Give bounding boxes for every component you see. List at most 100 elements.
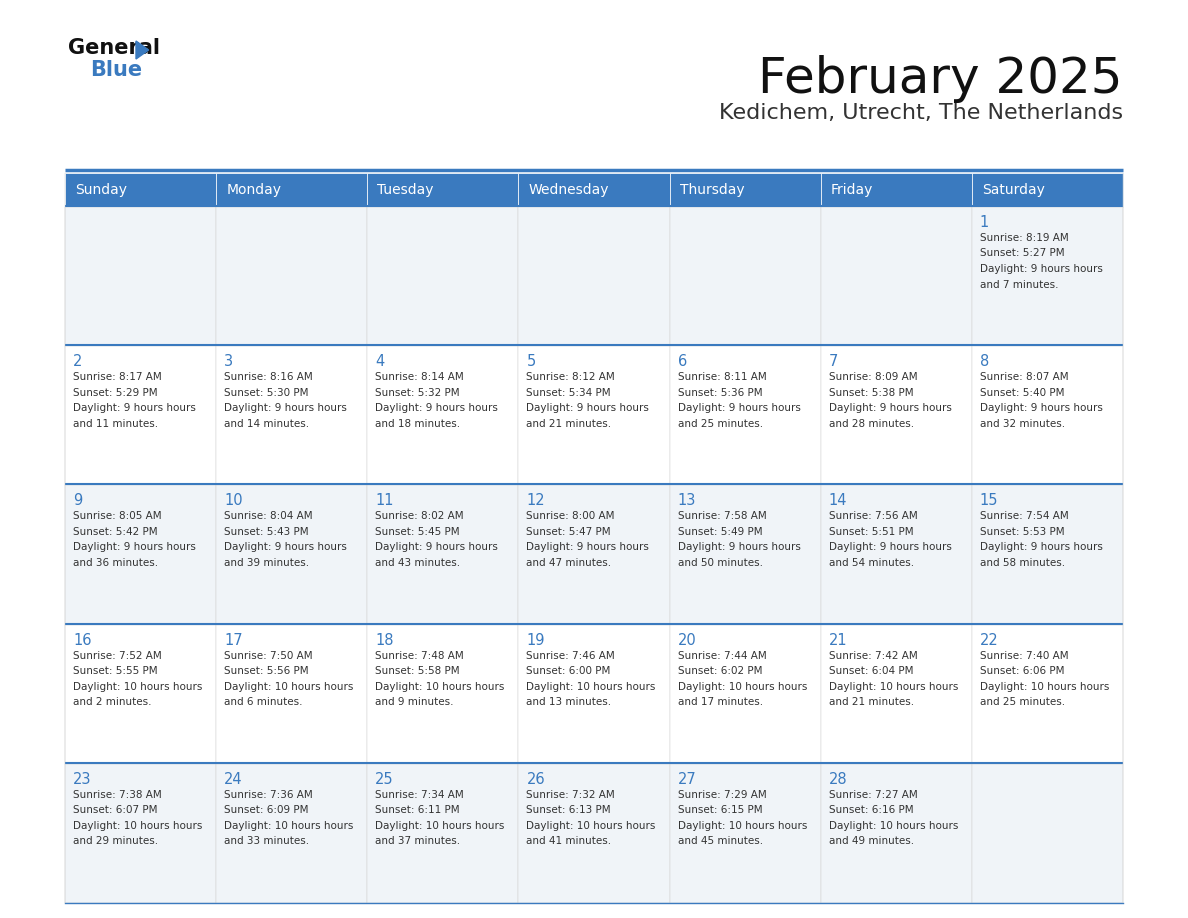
Text: Daylight: 10 hours hours: Daylight: 10 hours hours <box>225 681 354 691</box>
Text: Daylight: 10 hours hours: Daylight: 10 hours hours <box>526 681 656 691</box>
Text: and 29 minutes.: and 29 minutes. <box>72 836 158 846</box>
Bar <box>972 346 1123 486</box>
Text: Sunrise: 7:40 AM: Sunrise: 7:40 AM <box>980 651 1068 661</box>
Text: Sunrise: 8:12 AM: Sunrise: 8:12 AM <box>526 372 615 382</box>
Text: Sunset: 6:07 PM: Sunset: 6:07 PM <box>72 805 158 815</box>
Text: Daylight: 9 hours hours: Daylight: 9 hours hours <box>829 543 952 553</box>
Text: Sunrise: 8:07 AM: Sunrise: 8:07 AM <box>980 372 1068 382</box>
Bar <box>216 624 367 764</box>
Text: Daylight: 10 hours hours: Daylight: 10 hours hours <box>375 681 505 691</box>
Text: 23: 23 <box>72 772 91 787</box>
Text: and 36 minutes.: and 36 minutes. <box>72 558 158 568</box>
Bar <box>367 486 518 624</box>
Text: and 45 minutes.: and 45 minutes. <box>677 836 763 846</box>
Text: 3: 3 <box>225 354 233 369</box>
Text: 13: 13 <box>677 493 696 509</box>
Text: Sunrise: 7:48 AM: Sunrise: 7:48 AM <box>375 651 465 661</box>
Text: Sunrise: 7:27 AM: Sunrise: 7:27 AM <box>829 789 917 800</box>
Bar <box>518 486 670 624</box>
Bar <box>518 764 670 903</box>
Text: 18: 18 <box>375 633 393 647</box>
Text: Thursday: Thursday <box>680 183 744 197</box>
Text: Daylight: 9 hours hours: Daylight: 9 hours hours <box>526 403 650 413</box>
Text: Daylight: 9 hours hours: Daylight: 9 hours hours <box>980 543 1102 553</box>
Text: Sunrise: 7:32 AM: Sunrise: 7:32 AM <box>526 789 615 800</box>
Text: and 7 minutes.: and 7 minutes. <box>980 279 1059 289</box>
Bar <box>65 346 216 486</box>
Bar <box>518 207 670 346</box>
Text: February 2025: February 2025 <box>758 55 1123 103</box>
Bar <box>216 173 367 207</box>
Text: 10: 10 <box>225 493 242 509</box>
Text: Sunset: 5:34 PM: Sunset: 5:34 PM <box>526 387 611 397</box>
Text: and 41 minutes.: and 41 minutes. <box>526 836 612 846</box>
Text: Sunset: 6:00 PM: Sunset: 6:00 PM <box>526 666 611 676</box>
Bar <box>367 173 518 207</box>
Text: Sunrise: 7:38 AM: Sunrise: 7:38 AM <box>72 789 162 800</box>
Bar <box>821 346 972 486</box>
Bar <box>216 346 367 486</box>
Text: Friday: Friday <box>830 183 873 197</box>
Text: Sunrise: 8:17 AM: Sunrise: 8:17 AM <box>72 372 162 382</box>
Text: Sunset: 5:53 PM: Sunset: 5:53 PM <box>980 527 1064 537</box>
Text: and 43 minutes.: and 43 minutes. <box>375 558 461 568</box>
Text: 4: 4 <box>375 354 385 369</box>
Text: Monday: Monday <box>226 183 282 197</box>
Text: Wednesday: Wednesday <box>529 183 609 197</box>
Text: and 58 minutes.: and 58 minutes. <box>980 558 1064 568</box>
Bar <box>821 207 972 346</box>
Text: and 17 minutes.: and 17 minutes. <box>677 697 763 707</box>
Text: 15: 15 <box>980 493 998 509</box>
Text: Sunrise: 8:09 AM: Sunrise: 8:09 AM <box>829 372 917 382</box>
Text: Blue: Blue <box>90 60 143 80</box>
Text: 9: 9 <box>72 493 82 509</box>
Text: and 21 minutes.: and 21 minutes. <box>526 419 612 429</box>
Bar <box>670 207 821 346</box>
Text: General: General <box>68 38 160 58</box>
Text: 19: 19 <box>526 633 545 647</box>
Text: and 13 minutes.: and 13 minutes. <box>526 697 612 707</box>
Text: and 11 minutes.: and 11 minutes. <box>72 419 158 429</box>
Text: Sunrise: 7:29 AM: Sunrise: 7:29 AM <box>677 789 766 800</box>
Bar <box>65 207 216 346</box>
Text: and 14 minutes.: and 14 minutes. <box>225 419 309 429</box>
Text: Sunrise: 7:52 AM: Sunrise: 7:52 AM <box>72 651 162 661</box>
Text: and 49 minutes.: and 49 minutes. <box>829 836 914 846</box>
Text: Sunset: 5:36 PM: Sunset: 5:36 PM <box>677 387 763 397</box>
Text: Daylight: 10 hours hours: Daylight: 10 hours hours <box>225 821 354 831</box>
Bar <box>216 207 367 346</box>
Bar <box>670 346 821 486</box>
Text: Sunrise: 7:42 AM: Sunrise: 7:42 AM <box>829 651 917 661</box>
Text: 6: 6 <box>677 354 687 369</box>
Text: Daylight: 10 hours hours: Daylight: 10 hours hours <box>677 821 807 831</box>
Text: 11: 11 <box>375 493 393 509</box>
Text: Tuesday: Tuesday <box>378 183 434 197</box>
Text: Sunrise: 8:00 AM: Sunrise: 8:00 AM <box>526 511 615 521</box>
Text: Sunrise: 8:05 AM: Sunrise: 8:05 AM <box>72 511 162 521</box>
Text: and 28 minutes.: and 28 minutes. <box>829 419 914 429</box>
Text: and 39 minutes.: and 39 minutes. <box>225 558 309 568</box>
Text: Sunrise: 8:02 AM: Sunrise: 8:02 AM <box>375 511 463 521</box>
Text: Daylight: 9 hours hours: Daylight: 9 hours hours <box>225 543 347 553</box>
Text: Sunset: 6:16 PM: Sunset: 6:16 PM <box>829 805 914 815</box>
Text: Sunset: 6:02 PM: Sunset: 6:02 PM <box>677 666 762 676</box>
Text: 21: 21 <box>829 633 847 647</box>
Bar <box>65 624 216 764</box>
Text: and 50 minutes.: and 50 minutes. <box>677 558 763 568</box>
Text: Sunset: 5:30 PM: Sunset: 5:30 PM <box>225 387 309 397</box>
Text: Daylight: 10 hours hours: Daylight: 10 hours hours <box>375 821 505 831</box>
Text: and 33 minutes.: and 33 minutes. <box>225 836 309 846</box>
Text: Sunset: 6:09 PM: Sunset: 6:09 PM <box>225 805 309 815</box>
Bar <box>670 764 821 903</box>
Text: Sunday: Sunday <box>75 183 127 197</box>
Text: 12: 12 <box>526 493 545 509</box>
Text: Sunrise: 7:56 AM: Sunrise: 7:56 AM <box>829 511 917 521</box>
Text: Sunrise: 8:19 AM: Sunrise: 8:19 AM <box>980 233 1069 243</box>
Text: and 2 minutes.: and 2 minutes. <box>72 697 152 707</box>
Text: Daylight: 9 hours hours: Daylight: 9 hours hours <box>375 403 498 413</box>
Text: and 47 minutes.: and 47 minutes. <box>526 558 612 568</box>
Text: Daylight: 9 hours hours: Daylight: 9 hours hours <box>980 264 1102 274</box>
Text: Sunrise: 8:14 AM: Sunrise: 8:14 AM <box>375 372 465 382</box>
Text: and 54 minutes.: and 54 minutes. <box>829 558 914 568</box>
Text: 24: 24 <box>225 772 242 787</box>
